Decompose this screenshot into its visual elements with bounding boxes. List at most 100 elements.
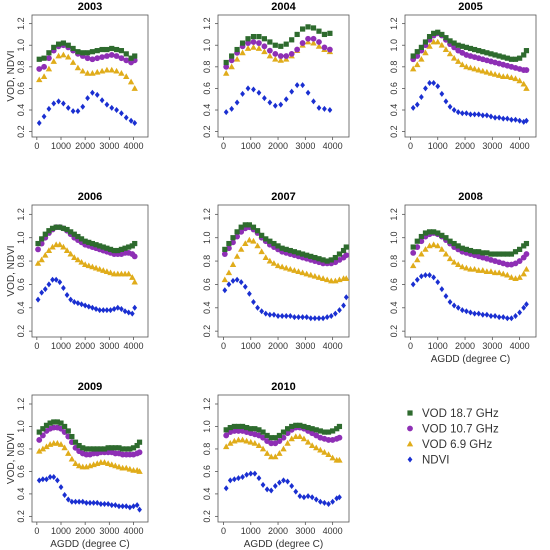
data-point — [75, 462, 83, 469]
data-point — [319, 275, 327, 281]
data-point — [476, 310, 482, 317]
data-point — [492, 251, 498, 257]
data-point — [239, 40, 246, 46]
data-point — [129, 310, 135, 317]
data-point — [242, 222, 248, 228]
data-point — [296, 314, 301, 321]
data-point — [426, 229, 433, 235]
data-point — [336, 434, 343, 441]
data-point — [116, 503, 122, 510]
data-point — [223, 63, 230, 70]
data-point — [234, 233, 241, 240]
data-point — [78, 258, 85, 265]
x-axis-label: AGDD (degree C) — [50, 539, 129, 550]
data-point — [516, 274, 523, 280]
data-point — [480, 311, 486, 318]
data-point — [245, 36, 251, 42]
data-point — [60, 225, 67, 231]
data-point — [468, 111, 473, 118]
data-point — [472, 310, 477, 317]
data-point — [36, 76, 43, 83]
legend-marker — [406, 440, 414, 447]
data-point — [51, 419, 57, 425]
data-point — [261, 36, 267, 42]
x-tick-label: 1000 — [241, 341, 261, 351]
x-tick-label: 4000 — [123, 141, 143, 151]
data-point — [500, 115, 506, 122]
data-point — [75, 108, 81, 115]
y-tick-label: 1.2 — [202, 398, 212, 411]
data-point — [280, 445, 287, 452]
data-point — [513, 116, 518, 123]
y-axis-label: VOD, NDVI — [6, 433, 17, 484]
data-point — [414, 61, 421, 68]
data-point — [326, 501, 331, 508]
data-point — [305, 35, 311, 42]
data-point — [126, 465, 134, 472]
y-tick-label: 0.2 — [202, 510, 212, 523]
data-point — [36, 429, 42, 435]
data-point — [267, 39, 273, 45]
data-point — [300, 435, 308, 442]
data-point — [104, 101, 110, 108]
y-tick-label: 1.2 — [16, 398, 26, 411]
x-tick-label: 1000 — [241, 141, 261, 151]
x-tick-label: 0 — [221, 141, 226, 151]
data-point — [57, 441, 65, 447]
data-point — [459, 307, 465, 314]
data-point — [53, 276, 59, 283]
data-point — [244, 424, 250, 431]
data-point — [320, 257, 326, 263]
data-point — [520, 80, 527, 87]
data-point — [68, 296, 74, 303]
data-point — [334, 426, 340, 432]
data-point — [79, 67, 86, 74]
data-point — [523, 240, 530, 247]
series-ndvi — [410, 80, 529, 125]
data-point — [131, 503, 136, 510]
data-point — [495, 72, 503, 78]
panels: 2003 0 1000 2000 3000 4000 0.2 0.4 0.6 0.8 1.0 1.2 V… — [6, 1, 537, 550]
data-point — [65, 428, 71, 434]
data-point — [112, 462, 119, 469]
data-point — [123, 57, 130, 64]
data-point — [451, 302, 457, 309]
data-point — [255, 304, 260, 311]
data-point — [409, 65, 417, 72]
data-point — [50, 276, 55, 283]
data-point — [126, 309, 132, 316]
data-point — [422, 39, 429, 45]
data-point — [123, 73, 130, 79]
data-point — [442, 46, 450, 52]
data-point — [455, 42, 461, 48]
data-point — [480, 250, 486, 256]
panel-2007: 2007 0 1000 2000 3000 4000 0.2 0.4 0.6 0.8 1.0 1.2 — [202, 191, 350, 351]
data-point — [431, 80, 437, 87]
data-point — [103, 66, 111, 73]
data-point — [492, 52, 498, 58]
data-point — [260, 434, 266, 441]
data-point — [250, 237, 257, 244]
data-point — [324, 314, 330, 321]
y-tick-label: 1.2 — [389, 17, 399, 30]
data-point — [109, 502, 115, 509]
data-point — [252, 426, 258, 432]
data-point — [332, 254, 338, 261]
data-point — [409, 262, 417, 269]
data-point — [427, 272, 432, 279]
data-point — [476, 111, 482, 118]
y-tick-label: 0.2 — [202, 125, 212, 138]
data-point — [467, 247, 474, 254]
data-point — [86, 303, 92, 310]
series-vod-18-7-ghz — [36, 419, 143, 452]
data-point — [73, 498, 78, 505]
data-point — [134, 502, 140, 509]
data-point — [40, 476, 46, 483]
panel-2009: 2009 0 1000 2000 3000 4000 0.2 0.4 0.6 0.8 1.0 1.2 V… — [6, 381, 149, 550]
data-point — [336, 456, 343, 463]
data-point — [98, 67, 106, 74]
data-point — [262, 254, 269, 260]
data-point — [272, 483, 278, 490]
x-tick-label: 0 — [408, 141, 413, 151]
data-point — [65, 450, 72, 456]
